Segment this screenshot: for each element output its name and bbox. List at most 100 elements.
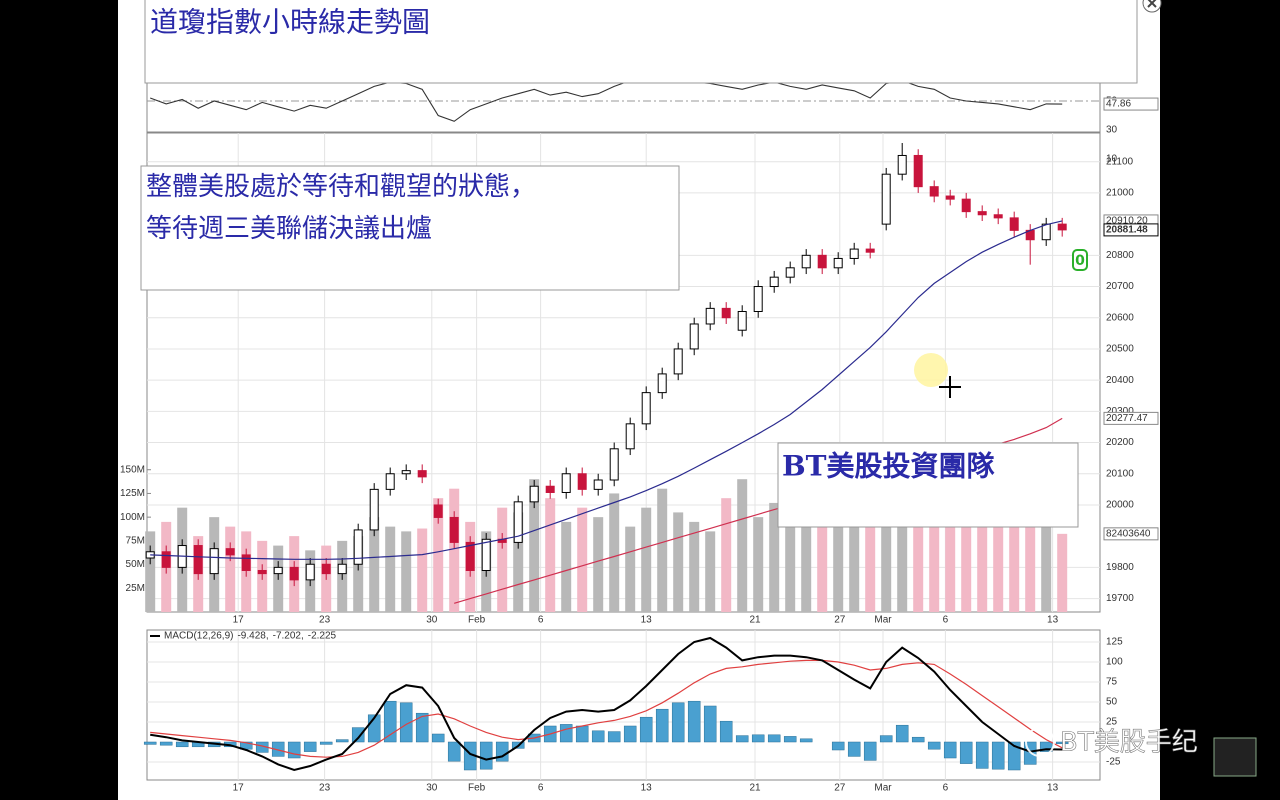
- candle-body: [705, 307, 715, 325]
- candle-body: [785, 267, 795, 278]
- candle-body: [577, 473, 587, 490]
- candle-body: [865, 248, 875, 253]
- candle-body: [753, 286, 763, 312]
- volume-bar: [673, 512, 684, 612]
- series-line: [150, 636, 1063, 772]
- volume-bar: [849, 498, 860, 612]
- candle-body: [337, 563, 347, 575]
- volume-bar: [561, 521, 572, 612]
- candle-body: [945, 195, 955, 200]
- volume-bar: [145, 531, 156, 612]
- volume-bar: [929, 521, 940, 612]
- last-value-label: 82403640: [1106, 528, 1151, 539]
- y2-tick-label: 50M: [126, 559, 145, 570]
- x-tick-label: 13: [641, 783, 653, 794]
- last-value-label: 20277.47: [1106, 413, 1148, 424]
- volume-bar: [449, 488, 460, 612]
- volume-bar: [225, 526, 236, 612]
- x-tick-label: 27: [834, 615, 846, 626]
- volume-bar: [385, 526, 396, 612]
- histogram-bar: [575, 725, 589, 743]
- candle-body: [833, 257, 843, 269]
- cursor: [939, 376, 961, 398]
- candle-body: [369, 488, 379, 531]
- histogram-bar: [623, 725, 637, 743]
- candle-body: [1009, 217, 1019, 231]
- candle-body: [449, 516, 459, 543]
- x-tick-label: Mar: [874, 615, 892, 626]
- volume-bar: [881, 483, 892, 612]
- candle-body: [593, 479, 603, 490]
- last-value-box: [1103, 223, 1159, 237]
- close-button[interactable]: [1142, 0, 1162, 13]
- candle-body: [561, 473, 571, 493]
- candle-body: [961, 198, 971, 213]
- y-tick-label: 20800: [1106, 250, 1134, 261]
- volume-bar: [417, 528, 428, 612]
- candle-body: [465, 541, 475, 571]
- histogram-bar: [879, 735, 893, 743]
- x-tick-label: 21: [749, 783, 761, 794]
- right-band: [1160, 0, 1280, 800]
- y-tick-label: 21100: [1106, 156, 1134, 167]
- title: 道瓊指數小時線走勢圖: [150, 6, 430, 39]
- volume-bar: [753, 517, 764, 612]
- y-tick-label: 20000: [1106, 500, 1134, 511]
- volume-bar: [433, 498, 444, 612]
- histogram-bar: [591, 730, 605, 743]
- y2-tick-label: 25M: [126, 583, 145, 594]
- histogram-bar: [1055, 741, 1069, 745]
- histogram-bar: [559, 724, 573, 743]
- y2-tick-label: 75M: [126, 536, 145, 547]
- volume-bar: [961, 507, 972, 612]
- y-tick-label: 20100: [1106, 468, 1134, 479]
- volume-bar: [945, 512, 956, 612]
- histogram-bar: [687, 700, 701, 743]
- candle-body: [529, 485, 539, 503]
- y2-tick-label: 150M: [120, 464, 145, 475]
- histogram-bar: [431, 733, 445, 743]
- histogram-bar: [703, 705, 717, 743]
- candle-body: [1041, 223, 1051, 241]
- candle-body: [417, 470, 427, 478]
- y-tick-label: 30: [1106, 125, 1118, 136]
- histogram-bar: [991, 741, 1005, 770]
- volume-bar: [769, 502, 780, 612]
- histogram-bar: [319, 741, 333, 745]
- histogram-bar: [639, 716, 653, 743]
- candle-body: [817, 254, 827, 269]
- candle-body: [721, 307, 731, 319]
- candle-body: [913, 154, 923, 188]
- series-line: [150, 220, 1063, 560]
- volume-bar: [689, 521, 700, 612]
- histogram-bar: [767, 734, 781, 743]
- candle-body: [1057, 223, 1067, 231]
- watermark: BT美股手纪: [1060, 728, 1198, 758]
- histogram-bar: [959, 741, 973, 764]
- x-tick-label: 23: [319, 615, 331, 626]
- histogram-bar: [751, 734, 765, 743]
- histogram-bar: [287, 741, 301, 759]
- x-tick-label: 27: [834, 783, 846, 794]
- histogram-bar: [271, 741, 285, 757]
- y-tick-label: 20500: [1106, 344, 1134, 355]
- histogram-bar: [671, 702, 685, 743]
- histogram-bar: [735, 735, 749, 743]
- y2-tick-label: 125M: [120, 488, 145, 499]
- candle-body: [273, 566, 283, 575]
- volume-bar: [817, 521, 828, 612]
- logo: [1213, 737, 1257, 777]
- last-value-label: 47.86: [1106, 99, 1131, 110]
- volume-bar: [577, 507, 588, 612]
- y-tick-label: 20600: [1106, 312, 1134, 323]
- cursor-highlight: [914, 353, 948, 387]
- x-tick-label: 17: [233, 615, 245, 626]
- x-tick-label: 6: [943, 783, 949, 794]
- histogram-bar: [351, 727, 365, 743]
- volume-bar: [897, 502, 908, 612]
- x-tick-label: Feb: [468, 615, 486, 626]
- x-tick-label: 17: [233, 783, 245, 794]
- histogram-bar: [479, 741, 493, 770]
- candle-body: [769, 276, 779, 288]
